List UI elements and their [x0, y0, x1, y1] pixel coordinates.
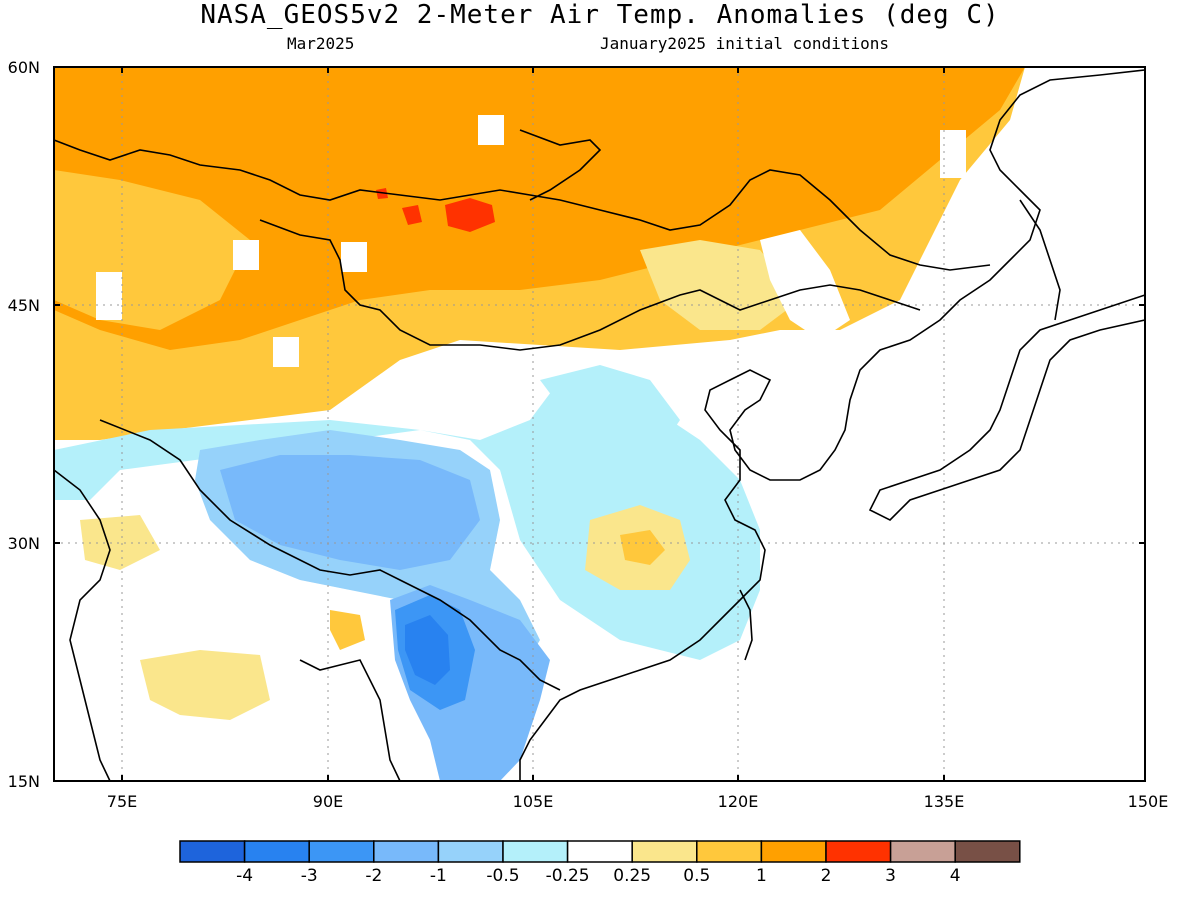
colorbar-label: 0.25 — [613, 866, 651, 886]
colorbar-swatch — [566, 840, 633, 863]
colorbar-swatch — [308, 840, 375, 863]
colorbar-swatch — [373, 840, 440, 863]
map-title: NASA_GEOS5v2 2-Meter Air Temp. Anomalies… — [200, 0, 1000, 30]
strong-warm-spot — [402, 205, 422, 225]
warm-anomaly-bangladesh — [330, 610, 365, 650]
colorbar: -4 -3 -2 -1 -0.5 -0.25 0.25 0.5 1 2 3 4 — [179, 840, 1021, 886]
colorbar-swatch — [825, 840, 892, 863]
colorbar-swatch — [954, 840, 1021, 863]
lat-lon-gridlines — [54, 67, 1145, 781]
colorbar-label: -1 — [430, 866, 447, 886]
lat-tick-label: 60N — [8, 58, 40, 77]
colorbar-swatch — [502, 840, 569, 863]
colorbar-label: 0.5 — [683, 866, 710, 886]
colorbar-swatch — [696, 840, 763, 863]
lon-tick-label: 135E — [924, 792, 965, 811]
cold-anomaly-core-myanmar — [405, 615, 450, 685]
lon-tick-label: 90E — [313, 792, 343, 811]
colorbar-swatch — [179, 840, 246, 863]
cold-anomaly-inner-tibet — [220, 455, 480, 570]
colorbar-label: -3 — [301, 866, 318, 886]
axis-ticks — [54, 67, 1145, 781]
warm-anomaly-light-fringe — [640, 240, 800, 330]
colorbar-swatch — [889, 840, 956, 863]
cold-anomaly-fringe-tibet — [54, 370, 760, 660]
valid-month-label: Mar2025 — [287, 34, 355, 53]
lon-axis-labels: 75E 90E 105E 120E 135E 150E — [107, 792, 1169, 811]
lon-tick-label: 105E — [513, 792, 554, 811]
colorbar-swatch — [437, 840, 504, 863]
init-conditions-label: January2025 initial conditions — [600, 34, 889, 53]
cold-anomaly-east-fringe — [540, 365, 680, 450]
lon-tick-label: 75E — [107, 792, 137, 811]
colorbar-label: -4 — [236, 866, 253, 886]
warm-anomaly-india-small — [80, 515, 160, 570]
colorbar-swatch — [760, 840, 827, 863]
colorbar-label: -0.5 — [486, 866, 519, 886]
colorbar-label: 1 — [756, 866, 767, 886]
colorbar-label: -0.25 — [546, 866, 590, 886]
map-frame — [53, 66, 1146, 782]
coastlines-borders — [53, 69, 1146, 782]
colorbar-label: 4 — [950, 866, 961, 886]
lat-tick-label: 45N — [8, 296, 40, 315]
warm-anomaly-central-core — [620, 530, 665, 565]
warm-anomaly-region-core — [54, 67, 1025, 350]
lon-tick-label: 150E — [1128, 792, 1169, 811]
strong-warm-baikal — [445, 198, 495, 232]
colorbar-swatch — [243, 840, 310, 863]
colorbar-label: 3 — [885, 866, 896, 886]
colorbar-label: 2 — [821, 866, 832, 886]
lat-tick-label: 30N — [8, 534, 40, 553]
lon-tick-label: 120E — [718, 792, 759, 811]
colorbar-label: -2 — [365, 866, 382, 886]
anomaly-field — [54, 67, 1145, 781]
warm-anomaly-india — [140, 650, 270, 720]
neutral-patch-mongolia — [760, 230, 850, 340]
colorbar-swatch — [631, 840, 698, 863]
lat-axis-labels: 60N 45N 30N 15N — [8, 58, 40, 791]
lat-tick-label: 15N — [8, 772, 40, 791]
